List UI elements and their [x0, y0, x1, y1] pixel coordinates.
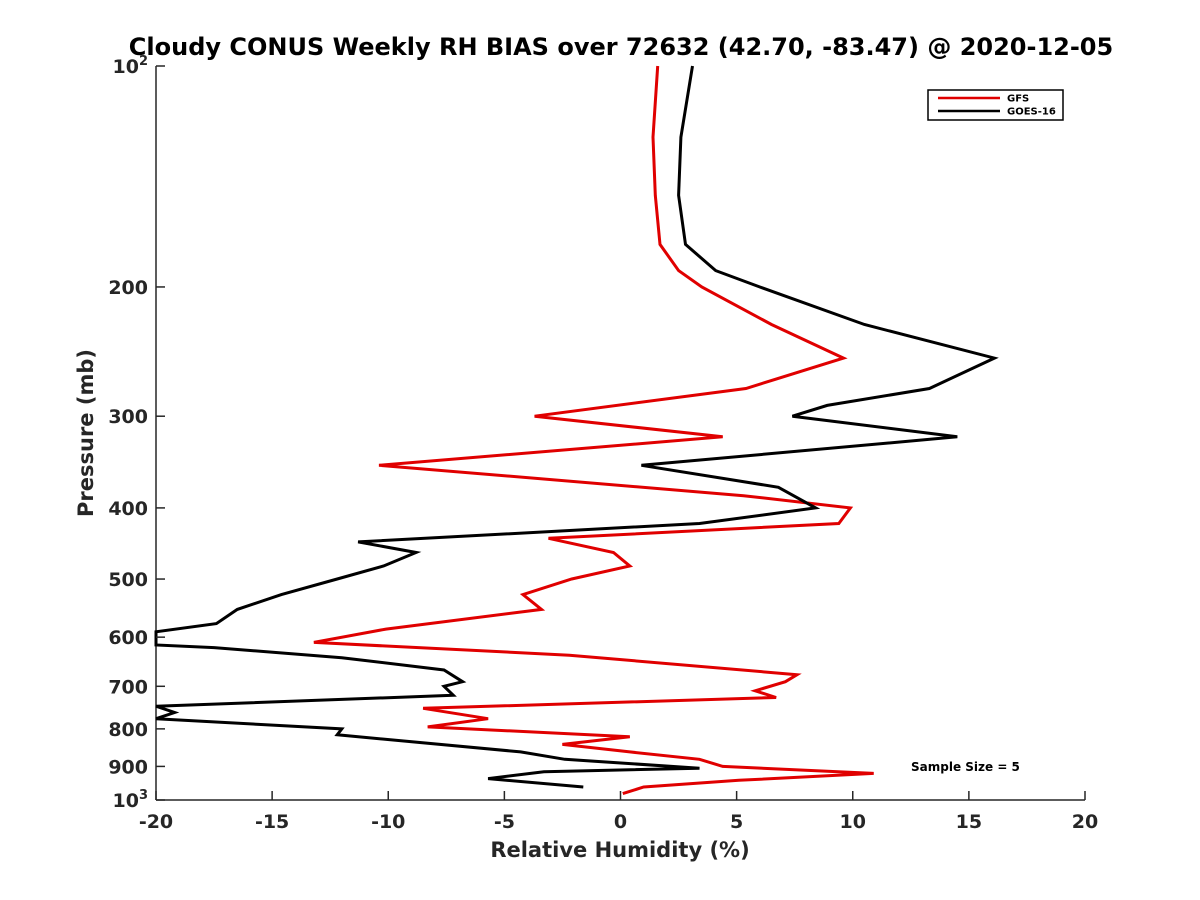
sample-size-annotation: Sample Size = 5: [911, 760, 1020, 774]
legend-label-goes16: GOES-16: [1007, 107, 1056, 118]
y-tick-label: 300: [108, 406, 148, 428]
x-tick-label: 0: [614, 811, 627, 833]
y-tick-label: 200: [108, 277, 148, 299]
legend-label-gfs: GFS: [1007, 94, 1029, 105]
x-tick-label: 20: [1072, 811, 1098, 833]
y-axis: 102 200 300 400 500 600 700 800 900 103: [108, 54, 165, 812]
y-axis-label: Pressure (mb): [74, 349, 98, 517]
legend: GFS GOES-16: [927, 89, 1064, 121]
y-tick-label: 102: [113, 54, 149, 78]
series-line-goes16: [154, 65, 999, 789]
y-tick-label: 800: [108, 719, 148, 741]
x-tick-label: -20: [139, 811, 173, 833]
y-tick-label: 700: [108, 676, 148, 698]
series-layer: [154, 65, 999, 796]
x-tick-label: -15: [255, 811, 289, 833]
y-tick-label: 600: [108, 627, 148, 649]
y-tick-label: 103: [113, 788, 149, 812]
x-tick-label: 15: [956, 811, 982, 833]
x-tick-label: 10: [840, 811, 866, 833]
legend-box: [927, 89, 1064, 121]
x-tick-label: -10: [371, 811, 405, 833]
x-axis: -20 -15 -10 -5 0 5 10 15 20: [139, 791, 1098, 833]
chart-title: Cloudy CONUS Weekly RH BIAS over 72632 (…: [129, 33, 1113, 61]
y-tick-label: 900: [108, 756, 148, 778]
x-tick-label: 5: [730, 811, 743, 833]
y-tick-label: 500: [108, 569, 148, 591]
y-tick-label: 400: [108, 498, 148, 520]
series-line-gfs: [313, 65, 874, 796]
x-axis-label: Relative Humidity (%): [490, 838, 749, 862]
x-tick-label: -5: [494, 811, 515, 833]
